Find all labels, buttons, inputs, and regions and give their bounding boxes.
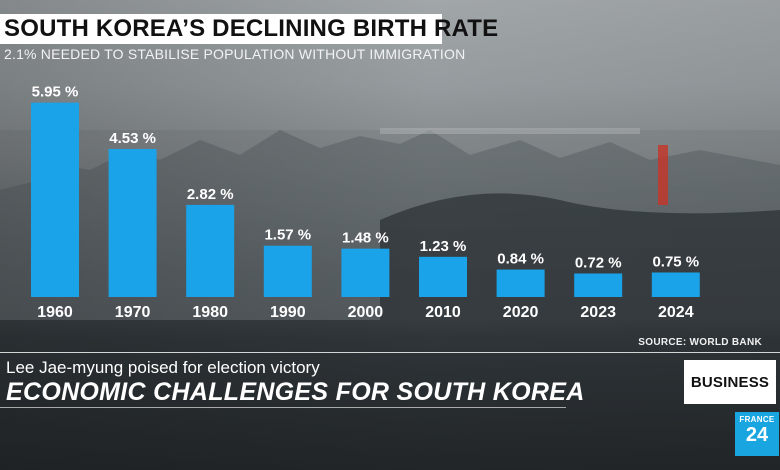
bar-2023 [574,273,623,297]
value-label-2000: 1.48 % [342,230,389,247]
title-bar [0,14,442,44]
category-label-2020: 2020 [503,304,539,321]
value-label-1970: 4.53 % [109,130,156,147]
lower-third-subtitle: Lee Jae-myung poised for election victor… [6,358,320,377]
category-label-2023: 2023 [580,304,616,321]
divider-line [0,352,780,353]
bar-2024 [651,272,700,297]
bar-1990 [263,245,312,297]
value-label-2023: 0.72 % [575,254,622,271]
bar-1960 [31,102,79,297]
logo-line2: 24 [745,424,769,446]
category-label-2000: 2000 [348,304,384,321]
bar-1980 [186,204,235,297]
category-label-2010: 2010 [425,304,461,321]
lower-third-title: ECONOMIC CHALLENGES FOR SOUTH KOREA [6,378,585,406]
category-label-1980: 1980 [192,304,228,321]
bar-1970 [108,149,157,297]
value-label-1960: 5.95 % [32,84,79,101]
category-label-1970: 1970 [115,304,151,321]
chart-title: SOUTH KOREA’S DECLINING BIRTH RATE [4,15,499,42]
value-label-2020: 0.84 % [497,251,544,268]
value-label-1980: 2.82 % [187,186,234,203]
category-label-1960: 1960 [37,304,73,321]
value-label-2024: 0.75 % [652,254,699,271]
bar-2010 [419,256,467,297]
chart-subtitle: 2.1% NEEDED TO STABILISE POPULATION WITH… [4,46,466,62]
value-label-2010: 1.23 % [420,238,467,255]
bar-2020 [496,269,545,297]
category-label-1990: 1990 [270,304,306,321]
bar-2000 [341,248,390,297]
logo-line1: FRANCE [739,415,775,424]
source-label: SOURCE: WORLD BANK [638,337,762,348]
category-label-2024: 2024 [658,304,694,321]
business-badge: BUSINESS [684,360,776,404]
business-badge-label: BUSINESS [690,373,770,391]
france24-logo: FRANCE 24 [735,412,779,456]
birth-rate-bar-chart: 5.95 % 1960 4.53 % 1970 2.82 % 1980 1.57 % 1990… [31,84,700,321]
lower-third-underline [0,407,566,408]
value-label-1990: 1.57 % [264,227,311,244]
